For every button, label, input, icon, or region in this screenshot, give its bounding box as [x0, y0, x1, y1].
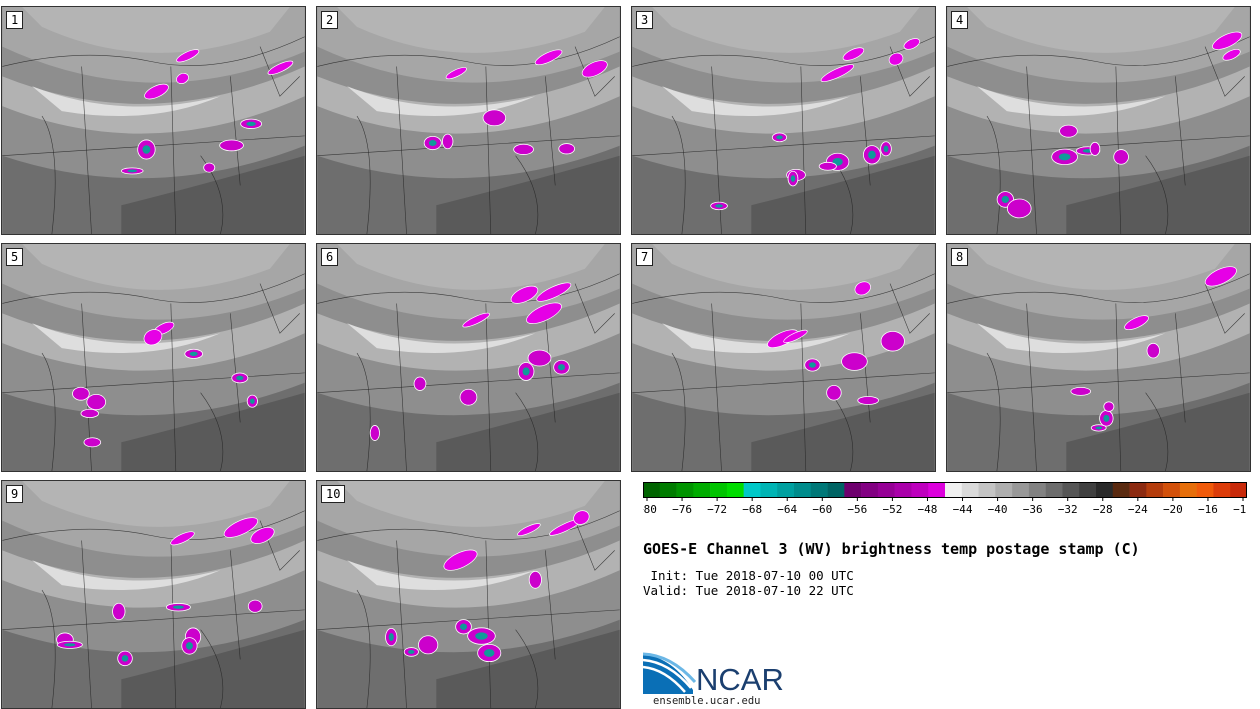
ncar-wordmark: NCAR — [696, 662, 784, 694]
panel-number: 3 — [636, 11, 654, 29]
colorbar-bin — [1112, 482, 1130, 498]
panel-number: 1 — [6, 11, 24, 29]
colorbar-bin — [978, 482, 996, 498]
wv-map — [2, 481, 305, 708]
colorbar-tick-label: −64 — [777, 503, 797, 516]
panel-1: 1 — [1, 6, 306, 235]
colorbar-bin — [1196, 482, 1214, 498]
valid-time: Valid: Tue 2018-07-10 22 UTC — [643, 583, 854, 598]
colorbar-tick-label: −60 — [812, 503, 832, 516]
panel-number: 4 — [951, 11, 969, 29]
wv-map — [2, 7, 305, 234]
colorbar-tick-label: −32 — [1058, 503, 1078, 516]
wv-map — [317, 7, 620, 234]
colorbar-tick-label: −12 — [1233, 503, 1247, 516]
colorbar-tick-label: −44 — [953, 503, 973, 516]
panel-number: 7 — [636, 248, 654, 266]
colorbar-bin — [1062, 482, 1080, 498]
init-time: Init: Tue 2018-07-10 00 UTC — [643, 568, 854, 583]
colorbar-bin — [1012, 482, 1030, 498]
colorbar-bin — [710, 482, 728, 498]
colorbar-tick-label: −40 — [988, 503, 1008, 516]
colorbar-tick-label: −72 — [707, 503, 727, 516]
colorbar-tick-label: −56 — [847, 503, 867, 516]
site-url: ensemble.ucar.edu — [653, 695, 761, 707]
colorbar-tick-label: −20 — [1163, 503, 1183, 516]
colorbar-bin — [928, 482, 946, 498]
colorbar-bin — [894, 482, 912, 498]
colorbar-bin — [1079, 482, 1097, 498]
colorbar-bin — [911, 482, 929, 498]
panel-6: 6 — [316, 243, 621, 472]
panel-5: 5 — [1, 243, 306, 472]
colorbar-bin — [760, 482, 778, 498]
panel-4: 4 — [946, 6, 1251, 235]
colorbar-tick-label: −28 — [1093, 503, 1113, 516]
colorbar-bin — [1179, 482, 1197, 498]
colorbar-bin — [1096, 482, 1114, 498]
colorbar-bin — [844, 482, 862, 498]
colorbar-bin — [1230, 482, 1247, 498]
wv-map — [2, 244, 305, 471]
wv-map — [947, 244, 1250, 471]
colorbar-bin — [794, 482, 812, 498]
panel-2: 2 — [316, 6, 621, 235]
colorbar-tick-label: −48 — [918, 503, 938, 516]
panel-10: 10 — [316, 480, 621, 709]
colorbar-bin — [827, 482, 845, 498]
colorbar-tick-label: −76 — [672, 503, 692, 516]
colorbar-bin — [861, 482, 879, 498]
panel-9: 9 — [1, 480, 306, 709]
colorbar-bin — [777, 482, 795, 498]
ncar-swoosh-icon — [643, 652, 697, 694]
panel-number: 9 — [6, 485, 24, 503]
colorbar-tick-label: −24 — [1128, 503, 1148, 516]
colorbar-bin — [961, 482, 979, 498]
colorbar-bin — [676, 482, 694, 498]
colorbar-tick-label: −80 — [643, 503, 657, 516]
colorbar-bin — [1028, 482, 1046, 498]
panel-3: 3 — [631, 6, 936, 235]
panel-number: 5 — [6, 248, 24, 266]
panel-7: 7 — [631, 243, 936, 472]
ncar-logo: NCAR — [643, 652, 784, 694]
colorbar-bin — [693, 482, 711, 498]
panel-number: 10 — [321, 485, 346, 503]
colorbar-bin — [945, 482, 963, 498]
wv-map — [632, 244, 935, 471]
colorbar-bin — [1146, 482, 1164, 498]
wv-map — [632, 7, 935, 234]
colorbar-tick-label: −36 — [1023, 503, 1043, 516]
colorbar-bin — [1129, 482, 1147, 498]
colorbar-bin — [995, 482, 1013, 498]
colorbar: −80 −76 −72 −68 −64 −60 −56 −52 −48 −44 −40 −36 −32 −… — [643, 482, 1247, 516]
colorbar-tick-label: −16 — [1198, 503, 1218, 516]
wv-map — [317, 244, 620, 471]
colorbar-bin — [743, 482, 761, 498]
colorbar-bin — [1163, 482, 1181, 498]
panel-number: 2 — [321, 11, 339, 29]
colorbar-bin — [1045, 482, 1063, 498]
wv-map — [947, 7, 1250, 234]
wv-map — [317, 481, 620, 708]
colorbar-bin — [659, 482, 677, 498]
panel-number: 6 — [321, 248, 339, 266]
colorbar-bin — [810, 482, 828, 498]
colorbar-tick-label: −52 — [882, 503, 902, 516]
colorbar-tick-label: −68 — [742, 503, 762, 516]
colorbar-bin — [643, 482, 661, 498]
panel-8: 8 — [946, 243, 1251, 472]
figure-title: GOES-E Channel 3 (WV) brightness temp po… — [643, 540, 1140, 558]
colorbar-bin — [877, 482, 895, 498]
colorbar-bin — [726, 482, 744, 498]
panel-number: 8 — [951, 248, 969, 266]
colorbar-bin — [1213, 482, 1231, 498]
